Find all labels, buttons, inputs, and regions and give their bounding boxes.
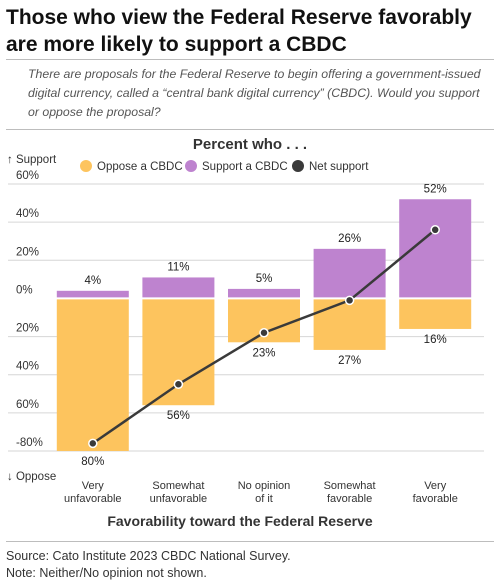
net-support-point — [173, 379, 184, 389]
oppose-value-label: 80% — [81, 456, 104, 468]
y-tick-label: 60% — [16, 170, 39, 182]
x-category-label: No opinion — [238, 480, 291, 492]
x-category-label: favorable — [413, 493, 458, 505]
source-note: Source: Cato Institute 2023 CBDC Nationa… — [6, 549, 291, 563]
oppose-bar — [399, 298, 472, 329]
support-value-label: 5% — [256, 273, 273, 285]
y-tick-label: -80% — [16, 437, 43, 449]
oppose-bar — [56, 298, 129, 451]
support-bar — [142, 277, 215, 299]
net-support-point — [88, 438, 98, 449]
legend-support-swatch — [185, 160, 197, 172]
support-value-label: 11% — [167, 261, 189, 273]
legend-net-swatch — [292, 160, 304, 172]
legend-net-label: Net support — [309, 161, 369, 173]
net-support-point — [344, 295, 355, 306]
y-tick-label: 20% — [16, 246, 39, 258]
y-tick-label: 40% — [16, 208, 39, 220]
oppose-bar — [313, 298, 386, 350]
title-divider — [6, 59, 494, 60]
x-category-label: Very — [82, 480, 105, 492]
y-tick-label: 60% — [16, 399, 39, 411]
oppose-value-label: 27% — [338, 355, 361, 367]
chart-title: Those who view the Federal Reserve favor… — [6, 6, 472, 56]
chart-heading: Percent who . . . — [193, 136, 307, 153]
legend-oppose-label: Oppose a CBDC — [97, 161, 183, 173]
legend-oppose-swatch — [80, 160, 92, 172]
footnote: Note: Neither/No opinion not shown. — [6, 566, 207, 580]
y-tick-label: 0% — [16, 284, 33, 296]
x-category-label: Very — [424, 480, 447, 492]
legend-support-label: Support a CBDC — [202, 161, 288, 173]
footer-divider — [6, 541, 494, 542]
x-category-label: favorable — [327, 493, 372, 505]
x-category-label: of it — [255, 493, 273, 505]
x-category-label: Somewhat — [324, 480, 376, 492]
support-bar — [228, 288, 300, 299]
chart-subtitle: There are proposals for the Federal Rese… — [28, 67, 481, 119]
x-axis-title: Favorability toward the Federal Reserve — [107, 513, 373, 529]
x-category-label: Somewhat — [152, 480, 204, 492]
support-value-label: 4% — [84, 275, 101, 287]
net-support-point — [430, 225, 440, 235]
y-tick-label: 40% — [16, 361, 39, 373]
y-tick-label: 20% — [16, 323, 39, 335]
oppose-value-label: 16% — [424, 334, 447, 346]
oppose-value-label: 56% — [167, 410, 190, 422]
y-axis-oppose-label: ↓ Oppose — [7, 471, 56, 483]
x-category-label: unfavorable — [64, 493, 122, 505]
x-category-label: unfavorable — [150, 493, 208, 505]
support-value-label: 26% — [338, 233, 361, 245]
support-value-label: 52% — [424, 183, 447, 195]
support-bar — [399, 199, 472, 299]
oppose-bar — [142, 298, 215, 406]
oppose-value-label: 23% — [252, 347, 275, 359]
support-bar — [313, 248, 386, 299]
y-axis-support-label: ↑ Support — [7, 154, 57, 166]
net-support-point — [259, 328, 269, 338]
subtitle-divider — [6, 129, 494, 130]
support-bar — [56, 290, 129, 299]
